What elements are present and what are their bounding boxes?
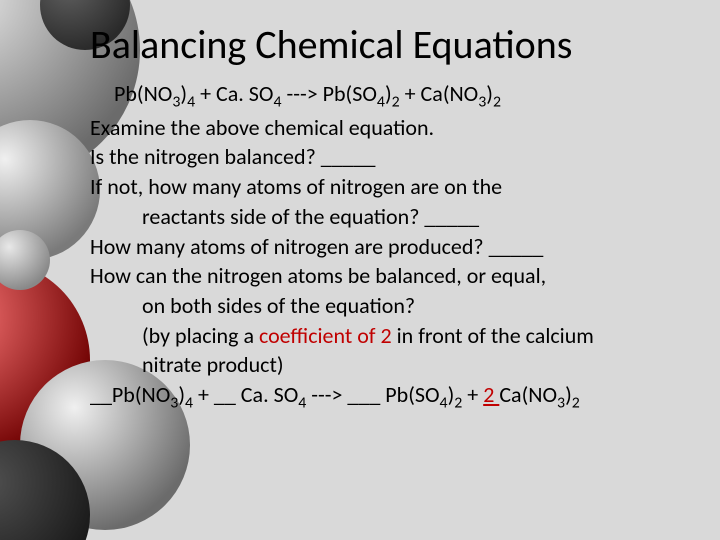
eq-text: __Pb(NO: [90, 381, 170, 408]
line-indent: on both sides of the equation?: [142, 291, 690, 321]
line: Examine the above chemical equation.: [90, 113, 690, 143]
equation-initial: Pb(NO3)4 + Ca. SO4 ---> Pb(SO4)2 + Ca(NO…: [114, 79, 690, 113]
subscript: 2: [392, 92, 400, 111]
red-text: coefficient of 2: [259, 322, 392, 349]
subscript: 4: [185, 393, 193, 412]
eq-text: ): [486, 80, 493, 107]
subscript: 4: [440, 393, 448, 412]
eq-text: ): [178, 381, 185, 408]
subscript: 3: [557, 393, 565, 412]
subscript: 4: [187, 92, 195, 111]
eq-text: ): [385, 80, 392, 107]
eq-text: ): [565, 381, 572, 408]
content-area: Balancing Chemical Equations Pb(NO3)4 + …: [0, 0, 720, 414]
eq-text: + Ca(NO: [400, 80, 479, 107]
slide-body: Pb(NO3)4 + Ca. SO4 ---> Pb(SO4)2 + Ca(NO…: [90, 79, 690, 414]
subscript: 2: [572, 393, 580, 412]
line: If not, how many atoms of nitrogen are o…: [90, 172, 690, 202]
line: How many atoms of nitrogen are produced?…: [90, 232, 690, 262]
subscript: 4: [273, 92, 281, 111]
eq-text: Pb(NO: [114, 80, 172, 107]
line: Is the nitrogen balanced? _____: [90, 142, 690, 172]
eq-text: ---> Pb(SO: [282, 80, 377, 107]
eq-text: ---> ___ Pb(SO: [306, 381, 439, 408]
slide-title: Balancing Chemical Equations: [90, 20, 690, 69]
subscript: 2: [493, 92, 501, 111]
eq-text: + __ Ca. SO: [193, 381, 298, 408]
line-indent: reactants side of the equation? _____: [142, 202, 690, 232]
text: (by placing a: [142, 322, 259, 349]
slide: Balancing Chemical Equations Pb(NO3)4 + …: [0, 0, 720, 540]
line-indent: nitrate product): [142, 350, 690, 380]
subscript: 4: [377, 92, 385, 111]
eq-text: +: [462, 381, 483, 408]
text: in front of the calcium: [392, 322, 594, 349]
eq-text: Ca(NO: [499, 381, 557, 408]
line-indent: (by placing a coefficient of 2 in front …: [142, 321, 690, 351]
eq-text: + Ca. SO: [195, 80, 273, 107]
line: How can the nitrogen atoms be balanced, …: [90, 261, 690, 291]
coefficient: 2: [483, 381, 499, 408]
equation-balanced: __Pb(NO3)4 + __ Ca. SO4 ---> ___ Pb(SO4)…: [90, 380, 690, 414]
